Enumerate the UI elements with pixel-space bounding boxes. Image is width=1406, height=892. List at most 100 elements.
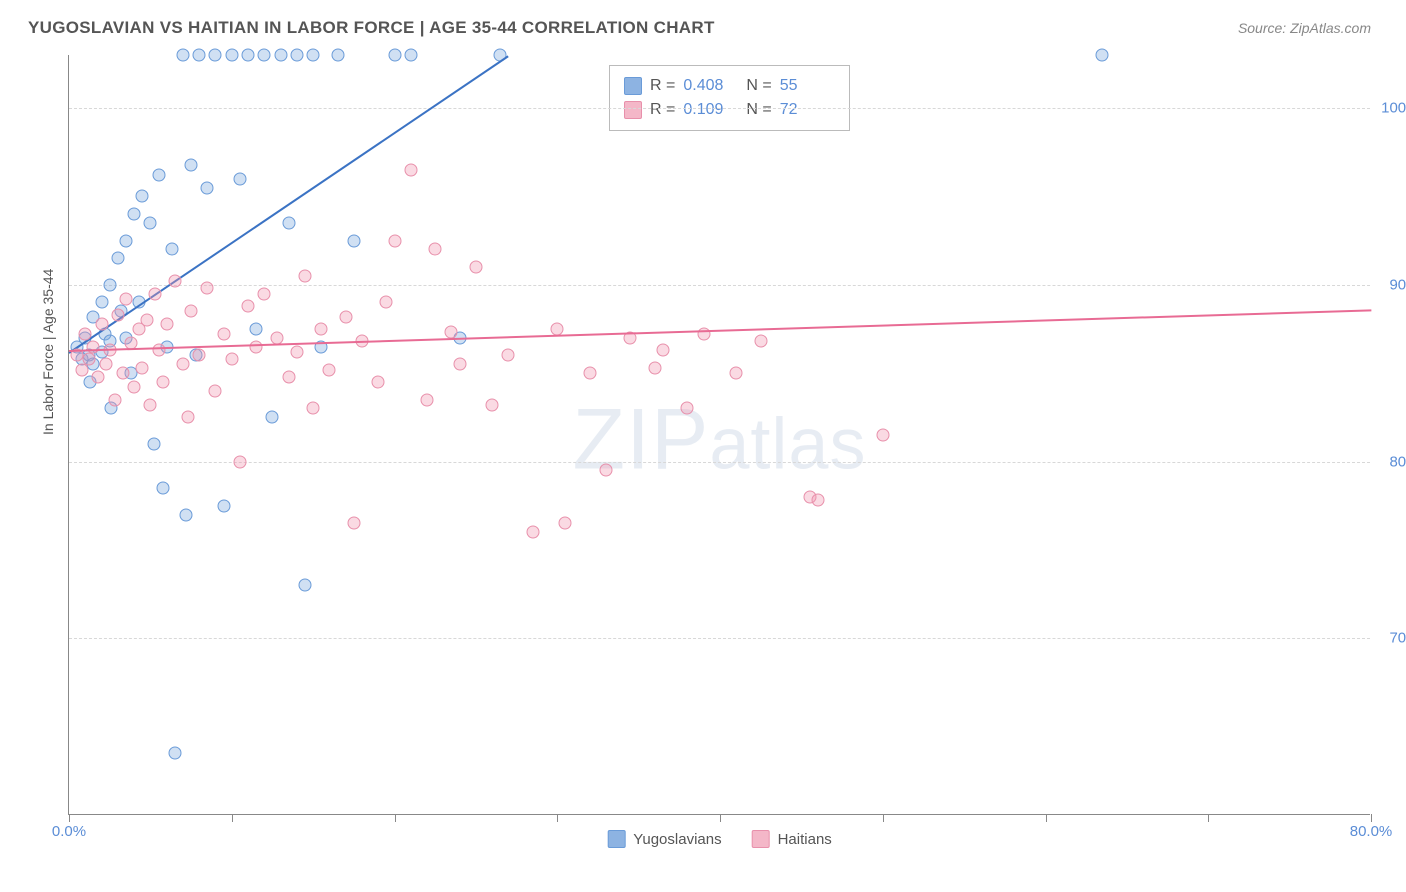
- series-legend: Yugoslavians Haitians: [607, 830, 832, 848]
- legend-label: Yugoslavians: [633, 831, 721, 848]
- data-point: [429, 243, 442, 256]
- data-point: [290, 345, 303, 358]
- data-point: [152, 344, 165, 357]
- legend-swatch-icon: [607, 830, 625, 848]
- data-point: [111, 308, 124, 321]
- data-point: [176, 49, 189, 62]
- data-point: [307, 49, 320, 62]
- data-point: [233, 172, 246, 185]
- legend-item: Haitians: [752, 830, 832, 848]
- data-point: [157, 375, 170, 388]
- data-point: [323, 363, 336, 376]
- data-point: [144, 216, 157, 229]
- chart-header: YUGOSLAVIAN VS HAITIAN IN LABOR FORCE | …: [0, 0, 1406, 46]
- data-point: [119, 292, 132, 305]
- data-point: [811, 494, 824, 507]
- data-point: [180, 508, 193, 521]
- y-tick-label: 90.0%: [1389, 276, 1406, 293]
- legend-swatch-icon: [624, 101, 642, 119]
- data-point: [95, 317, 108, 330]
- data-point: [95, 296, 108, 309]
- data-point: [404, 163, 417, 176]
- data-point: [157, 482, 170, 495]
- gridline: [69, 108, 1370, 109]
- data-point: [526, 526, 539, 539]
- data-point: [282, 370, 295, 383]
- data-point: [754, 335, 767, 348]
- plot-area: ZIPatlas R = 0.408 N = 55 R = 0.109 N = …: [68, 55, 1370, 815]
- data-point: [185, 305, 198, 318]
- stats-legend-row: R = 0.408 N = 55: [624, 74, 835, 98]
- legend-swatch-icon: [752, 830, 770, 848]
- r-label: R =: [650, 77, 675, 95]
- data-point: [469, 261, 482, 274]
- x-tick: [1371, 814, 1372, 822]
- data-point: [242, 299, 255, 312]
- data-point: [331, 49, 344, 62]
- data-point: [217, 328, 230, 341]
- x-tick: [720, 814, 721, 822]
- data-point: [233, 455, 246, 468]
- r-value: 0.408: [683, 77, 738, 95]
- n-label: N =: [746, 101, 771, 119]
- data-point: [119, 234, 132, 247]
- data-point: [250, 340, 263, 353]
- data-point: [453, 358, 466, 371]
- data-point: [147, 437, 160, 450]
- data-point: [225, 353, 238, 366]
- data-point: [141, 314, 154, 327]
- legend-label: Haitians: [778, 831, 832, 848]
- data-point: [551, 322, 564, 335]
- data-point: [380, 296, 393, 309]
- data-point: [152, 169, 165, 182]
- data-point: [315, 322, 328, 335]
- x-tick: [232, 814, 233, 822]
- x-tick: [395, 814, 396, 822]
- data-point: [266, 411, 279, 424]
- data-point: [103, 278, 116, 291]
- data-point: [79, 328, 92, 341]
- n-label: N =: [746, 77, 771, 95]
- data-point: [116, 367, 129, 380]
- data-point: [648, 361, 661, 374]
- data-point: [209, 49, 222, 62]
- x-tick: [557, 814, 558, 822]
- legend-swatch-icon: [624, 77, 642, 95]
- y-tick-label: 70.0%: [1389, 630, 1406, 647]
- chart-container: In Labor Force | Age 35-44 ZIPatlas R = …: [50, 55, 1370, 815]
- gridline: [69, 638, 1370, 639]
- data-point: [225, 49, 238, 62]
- data-point: [92, 370, 105, 383]
- data-point: [160, 317, 173, 330]
- legend-item: Yugoslavians: [607, 830, 721, 848]
- data-point: [209, 384, 222, 397]
- data-point: [372, 375, 385, 388]
- r-label: R =: [650, 101, 675, 119]
- data-point: [108, 393, 121, 406]
- trend-line: [69, 310, 1371, 353]
- data-point: [486, 398, 499, 411]
- stats-legend: R = 0.408 N = 55 R = 0.109 N = 72: [609, 65, 850, 131]
- data-point: [258, 287, 271, 300]
- data-point: [168, 275, 181, 288]
- data-point: [404, 49, 417, 62]
- data-point: [144, 398, 157, 411]
- data-point: [502, 349, 515, 362]
- data-point: [136, 190, 149, 203]
- data-point: [298, 579, 311, 592]
- data-point: [176, 358, 189, 371]
- trend-line: [68, 55, 509, 354]
- data-point: [388, 234, 401, 247]
- x-tick: [69, 814, 70, 822]
- data-point: [388, 49, 401, 62]
- data-point: [250, 322, 263, 335]
- y-tick-label: 100.0%: [1381, 100, 1406, 117]
- data-point: [657, 344, 670, 357]
- data-point: [185, 158, 198, 171]
- data-point: [82, 353, 95, 366]
- data-point: [193, 49, 206, 62]
- data-point: [193, 349, 206, 362]
- x-tick: [1208, 814, 1209, 822]
- data-point: [559, 517, 572, 530]
- x-tick: [1046, 814, 1047, 822]
